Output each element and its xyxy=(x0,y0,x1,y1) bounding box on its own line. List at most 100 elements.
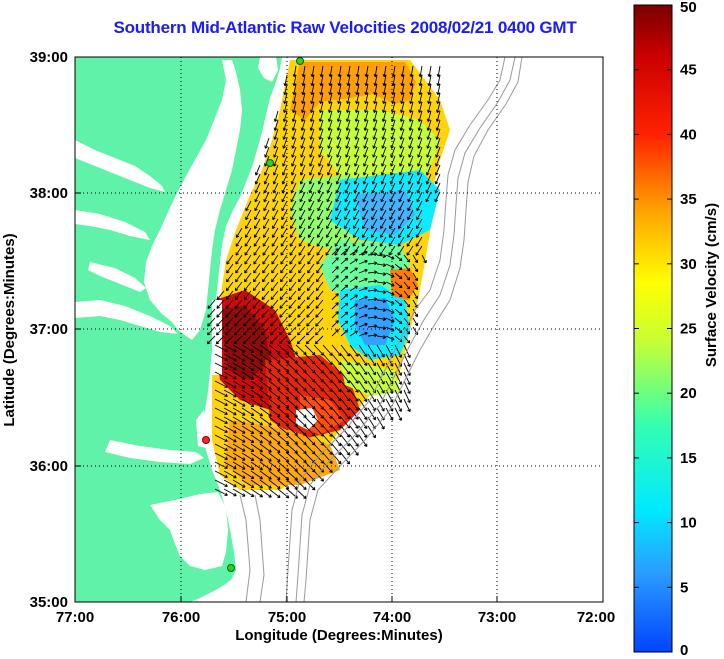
velocity-arrow xyxy=(223,452,237,461)
velocity-arrow xyxy=(435,128,441,140)
velocity-arrow xyxy=(379,236,387,247)
velocity-arrow xyxy=(253,263,261,274)
velocity-arrow xyxy=(259,398,272,408)
velocity-arrow xyxy=(412,308,419,318)
velocity-arrow xyxy=(349,303,358,310)
velocity-arrow xyxy=(214,488,228,497)
velocity-arrow xyxy=(268,344,281,355)
velocity-arrow xyxy=(316,254,324,265)
velocity-arrow xyxy=(214,344,228,353)
velocity-arrow xyxy=(406,245,414,256)
velocity-arrow xyxy=(299,218,306,229)
velocity-arrow xyxy=(385,299,395,305)
velocity-arrow xyxy=(328,65,333,78)
velocity-arrow xyxy=(318,119,324,131)
velocity-arrow xyxy=(252,326,261,336)
velocity-arrow xyxy=(381,137,387,149)
velocity-arrow xyxy=(349,443,359,456)
x-tick-label: 75:00 xyxy=(268,609,306,626)
velocity-arrow xyxy=(385,317,395,323)
velocity-arrow xyxy=(263,200,270,212)
velocity-arrow xyxy=(224,335,234,345)
velocity-arrow xyxy=(252,290,261,301)
velocity-arrow xyxy=(394,254,403,262)
velocity-arrow xyxy=(297,317,306,327)
velocity-arrow xyxy=(344,218,351,229)
velocity-arrow xyxy=(349,353,359,366)
velocity-arrow xyxy=(358,398,368,411)
velocity-arrow xyxy=(253,272,261,283)
velocity-arrow xyxy=(243,281,252,292)
velocity-arrow xyxy=(328,92,333,105)
velocity-arrow xyxy=(268,470,281,481)
velocity-arrow xyxy=(316,245,324,256)
velocity-arrow xyxy=(207,317,216,327)
velocity-arrow xyxy=(372,155,378,167)
velocity-arrow xyxy=(407,218,414,229)
velocity-arrow xyxy=(349,344,359,357)
bathymetry-contours xyxy=(239,57,523,602)
velocity-arrow xyxy=(268,479,281,490)
velocity-arrow xyxy=(245,200,252,212)
velocity-arrow xyxy=(316,227,324,238)
velocity-arrow xyxy=(244,254,252,265)
velocity-arrow xyxy=(358,407,368,420)
velocity-arrow xyxy=(306,281,315,292)
velocity-arrow xyxy=(355,92,360,105)
velocity-arrow xyxy=(335,164,342,176)
rappahannock-river xyxy=(75,210,150,240)
velocity-arrow xyxy=(214,434,228,443)
velocity-arrow xyxy=(308,200,315,212)
colorbar-tick-label: 45 xyxy=(680,62,697,79)
velocity-arrow xyxy=(412,254,419,264)
velocity-arrow xyxy=(358,344,368,357)
velocity-arrow xyxy=(299,173,306,185)
velocity-arrow xyxy=(314,335,324,345)
velocity-arrow xyxy=(349,425,359,438)
velocity-arrow xyxy=(244,272,252,283)
velocity-arrow xyxy=(340,425,351,438)
velocity-arrow xyxy=(426,101,432,113)
velocity-arrow xyxy=(268,488,281,499)
velocity-arrow xyxy=(306,308,315,318)
velocity-arrow xyxy=(364,83,369,96)
velocity-arrow xyxy=(279,308,288,318)
velocity-arrow xyxy=(259,479,272,489)
velocity-arrow xyxy=(291,146,297,158)
velocity-arrow xyxy=(416,200,423,212)
velocity-arrow xyxy=(403,272,411,281)
velocity-arrow xyxy=(400,92,405,105)
velocity-arrow xyxy=(389,218,396,229)
velocity-arrow xyxy=(372,137,378,149)
velocity-arrow xyxy=(408,110,414,122)
velocity-arrow xyxy=(361,227,369,238)
velocity-arrow xyxy=(403,299,411,308)
velocity-arrow xyxy=(290,191,297,203)
velocity-arrow xyxy=(435,146,441,158)
velocity-arrow xyxy=(254,173,261,185)
velocity-arrow xyxy=(358,380,368,393)
velocity-arrow xyxy=(271,236,279,247)
velocity-arrow xyxy=(268,362,281,373)
velocity-arrow xyxy=(254,200,261,212)
velocity-arrow xyxy=(223,344,237,353)
velocity-arrow xyxy=(371,200,378,212)
velocity-arrow xyxy=(301,65,306,78)
velocity-arrow xyxy=(299,209,306,221)
velocity-arrow xyxy=(380,200,387,212)
velocity-arrow xyxy=(273,119,279,131)
velocity-arrow xyxy=(234,326,243,336)
velocity-arrow xyxy=(340,353,351,366)
velocity-arrow xyxy=(232,470,246,479)
velocity-arrow xyxy=(290,218,297,229)
velocity-arrow xyxy=(253,227,261,238)
velocity-arrow xyxy=(407,164,414,176)
velocity-arrow xyxy=(271,227,279,238)
velocity-arrow xyxy=(362,191,369,203)
velocity-arrow xyxy=(344,182,351,194)
velocity-arrow xyxy=(331,302,339,310)
velocity-arrow xyxy=(376,353,385,367)
velocity-arrow xyxy=(394,407,403,421)
velocity-arrow xyxy=(307,227,315,238)
velocity-arrow xyxy=(336,110,342,122)
